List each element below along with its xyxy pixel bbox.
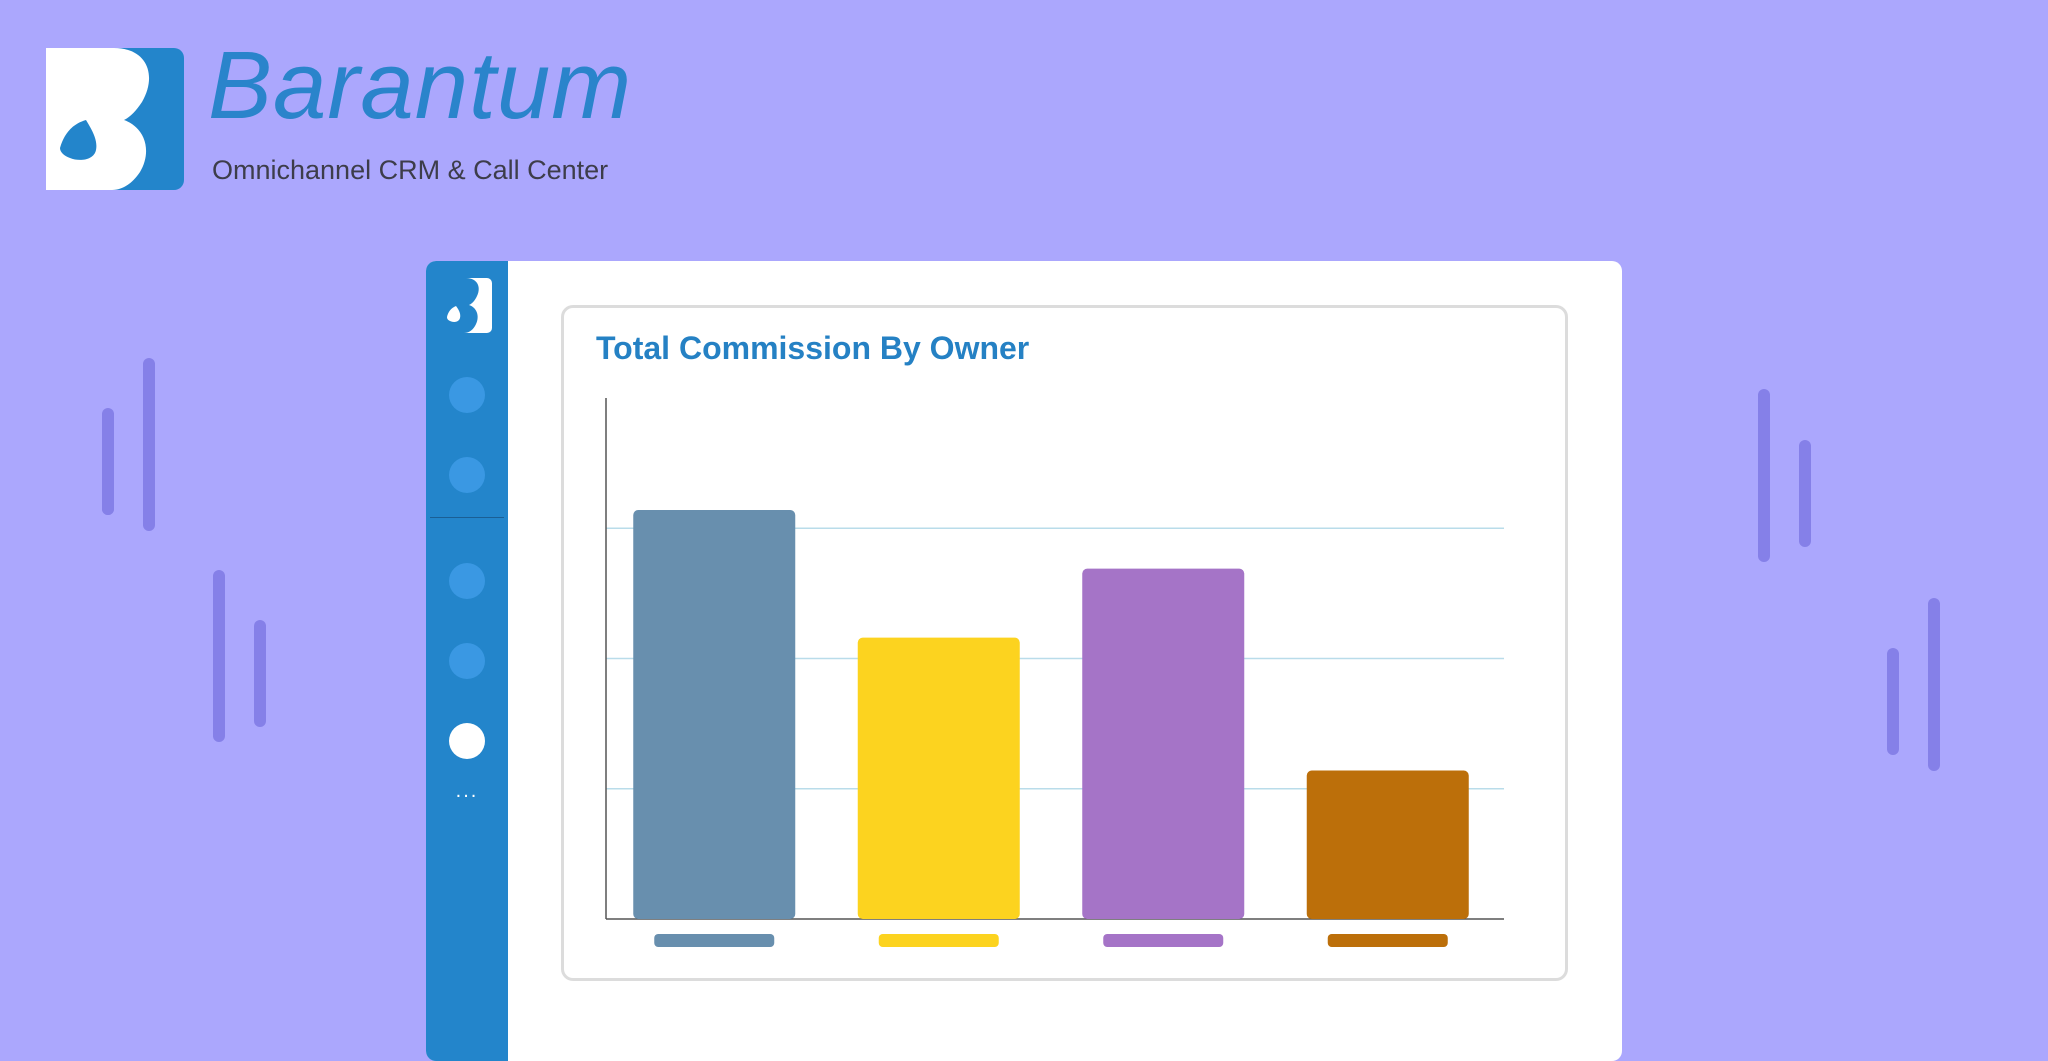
category-swatch-2 <box>878 934 999 947</box>
more-icon[interactable]: ... <box>455 780 479 802</box>
chart-title: Total Commission By Owner <box>596 330 1030 366</box>
brand-tagline: Omnichannel CRM & Call Center <box>212 155 609 185</box>
category-swatch-3 <box>1103 934 1224 947</box>
sidebar-item-4[interactable] <box>449 643 485 679</box>
category-swatch-1 <box>654 934 775 947</box>
barantum-logo-icon <box>46 48 184 190</box>
sidebar-item-5-active[interactable] <box>449 723 485 759</box>
sidebar-item-2[interactable] <box>449 457 485 493</box>
bar-2 <box>857 637 1020 919</box>
brand-name: Barantum <box>208 32 633 139</box>
bar-1 <box>633 510 796 919</box>
chart-card: Total Commission By Owner <box>561 305 1568 981</box>
sidebar-item-1[interactable] <box>449 377 485 413</box>
sidebar-divider <box>430 517 504 518</box>
category-swatch-4 <box>1327 934 1448 947</box>
bar-chart <box>605 398 1504 947</box>
sidebar-logo-icon[interactable] <box>442 278 492 333</box>
sidebar-item-3[interactable] <box>449 563 485 599</box>
sidebar: ... <box>426 261 508 1061</box>
bar-4 <box>1306 770 1469 919</box>
bar-3 <box>1082 568 1245 919</box>
app-window: ... Total Commission By Owner <box>426 261 1622 1061</box>
